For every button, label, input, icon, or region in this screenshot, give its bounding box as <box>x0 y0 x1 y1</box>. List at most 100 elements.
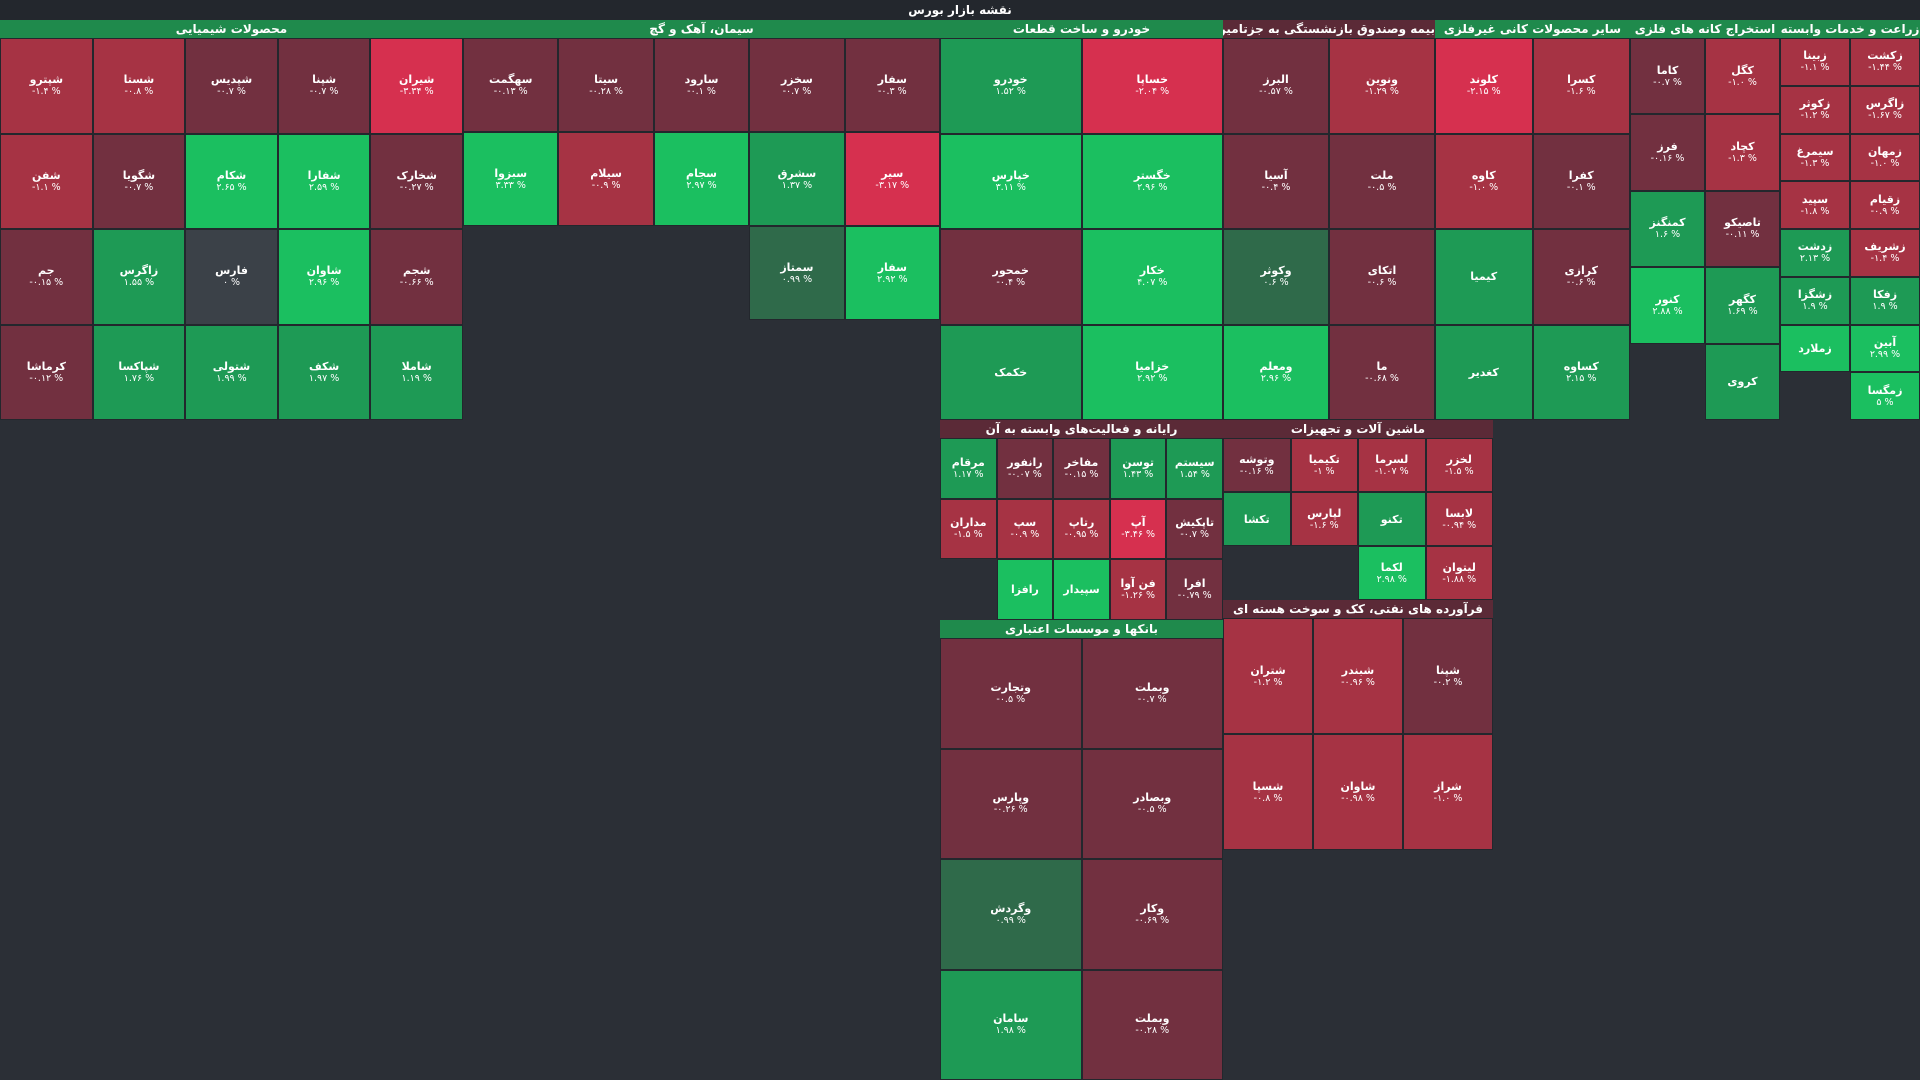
stock-tile[interactable]: کمنگنز ۱.۶ % <box>1630 190 1705 268</box>
stock-tile[interactable]: زکشت -۱.۴۴ % <box>1850 38 1920 86</box>
stock-tile[interactable]: وتوشه -۰.۱۶ % <box>1223 438 1291 492</box>
stock-tile[interactable]: زمگسا ۵ % <box>1850 372 1920 420</box>
stock-tile[interactable]: زدشت ۲.۱۳ % <box>1780 229 1850 277</box>
stock-tile[interactable]: شپنا -۰.۲ % <box>1403 618 1493 734</box>
stock-tile[interactable]: خزامیا ۲.۹۲ % <box>1081 324 1223 420</box>
stock-tile[interactable]: فرز -۰.۱۶ % <box>1630 114 1705 191</box>
stock-tile[interactable]: کلوند -۲.۱۵ % <box>1435 38 1533 134</box>
stock-tile[interactable]: شپنا -۰.۷ % <box>277 38 371 134</box>
stock-tile[interactable]: لخزر -۱.۵ % <box>1425 438 1493 492</box>
stock-tile[interactable]: وبملت -۰.۷ % <box>1081 638 1223 749</box>
stock-tile[interactable]: کروی <box>1705 343 1780 420</box>
stock-tile[interactable]: تکیمیا -۱ % <box>1290 438 1358 492</box>
stock-tile[interactable]: شفن -۱.۱ % <box>0 133 93 229</box>
stock-tile[interactable]: شاوان -۰.۹۸ % <box>1313 734 1403 850</box>
stock-tile[interactable]: شراز -۱.۰ % <box>1403 734 1493 850</box>
stock-tile[interactable]: زاگرس -۱.۶۷ % <box>1850 85 1920 134</box>
stock-tile[interactable]: لیتوان -۱.۸۸ % <box>1425 546 1493 600</box>
stock-tile[interactable]: سشرق ۱.۳۷ % <box>749 132 845 226</box>
stock-tile[interactable]: تکنو <box>1358 492 1426 546</box>
stock-tile[interactable]: کغدیر <box>1435 324 1533 420</box>
stock-tile[interactable]: کفرا -۰.۱ % <box>1532 133 1630 229</box>
stock-tile[interactable]: کیمیا <box>1435 229 1533 325</box>
stock-tile[interactable]: زاگرس ۱.۵۵ % <box>92 229 186 325</box>
stock-tile[interactable]: شخارک -۰.۲۷ % <box>370 133 463 229</box>
stock-tile[interactable]: شگویا -۰.۷ % <box>92 133 186 229</box>
stock-tile[interactable]: وتجارت -۰.۵ % <box>940 638 1082 749</box>
stock-tile[interactable]: سیستم ۱.۵۴ % <box>1166 438 1223 499</box>
stock-tile[interactable]: زفکا ۱.۹ % <box>1850 276 1920 325</box>
stock-tile[interactable]: شستا -۰.۸ % <box>92 38 186 134</box>
stock-tile[interactable]: خساپا -۲.۰۴ % <box>1081 38 1223 134</box>
stock-tile[interactable]: سارود -۰.۱ % <box>653 38 750 132</box>
stock-tile[interactable]: شتران -۱.۲ % <box>1223 618 1313 734</box>
stock-tile[interactable]: ملت -۰.۵ % <box>1329 133 1435 229</box>
stock-tile[interactable]: ونوین -۱.۲۹ % <box>1329 38 1435 134</box>
stock-tile[interactable]: زبینا -۱.۱ % <box>1780 38 1850 86</box>
stock-tile[interactable]: سبزوا ۳.۳۳ % <box>463 132 559 226</box>
stock-tile[interactable]: ومعلم ۲.۹۶ % <box>1223 324 1329 420</box>
stock-tile[interactable]: شپاکسا ۱.۷۶ % <box>92 324 186 420</box>
stock-tile[interactable]: شجم -۰.۶۶ % <box>370 229 463 325</box>
stock-tile[interactable]: لکما ۲.۹۸ % <box>1358 546 1426 600</box>
stock-tile[interactable]: کرماشا -۰.۱۲ % <box>0 324 93 420</box>
stock-tile[interactable]: فارس ۰ % <box>185 229 278 325</box>
stock-tile[interactable]: رافزا <box>996 559 1054 620</box>
stock-tile[interactable]: کنور ۲.۸۸ % <box>1630 267 1705 344</box>
stock-tile[interactable]: سفار -۰.۳ % <box>844 38 940 132</box>
stock-tile[interactable]: کگهر ۱.۶۹ % <box>1705 267 1780 344</box>
stock-tile[interactable]: کچاد -۱.۳ % <box>1705 114 1780 191</box>
stock-tile[interactable]: آسیا -۰.۴ % <box>1223 133 1329 229</box>
stock-tile[interactable]: کگل -۱.۰ % <box>1705 38 1780 115</box>
stock-tile[interactable]: شاوان ۲.۹۶ % <box>277 229 371 325</box>
stock-tile[interactable]: شکام ۲.۶۵ % <box>185 133 278 229</box>
stock-tile[interactable]: سخزر -۰.۷ % <box>749 38 845 132</box>
stock-tile[interactable]: خودرو ۱.۵۲ % <box>940 38 1082 134</box>
stock-tile[interactable]: سیتا -۰.۲۸ % <box>558 38 654 132</box>
stock-tile[interactable]: وپارس -۰.۲۶ % <box>940 748 1082 859</box>
stock-tile[interactable]: خمحور -۰.۴ % <box>940 229 1082 325</box>
stock-tile[interactable]: اتکای -۰.۶ % <box>1329 229 1435 325</box>
stock-tile[interactable]: سهگمت -۰.۱۳ % <box>463 38 559 132</box>
stock-tile[interactable]: رتاپ -۰.۹۵ % <box>1053 498 1110 560</box>
stock-tile[interactable]: شکف ۱.۹۷ % <box>277 324 371 420</box>
stock-tile[interactable]: کاما -۰.۷ % <box>1630 38 1705 115</box>
stock-tile[interactable]: وکوثر ۰.۶ % <box>1223 229 1329 325</box>
stock-tile[interactable]: سفار ۲.۹۲ % <box>844 226 940 320</box>
stock-tile[interactable]: وگردش ۰.۹۹ % <box>940 859 1082 970</box>
stock-tile[interactable]: شفارا ۲.۵۹ % <box>277 133 371 229</box>
stock-tile[interactable]: خکمک <box>940 324 1082 420</box>
stock-tile[interactable]: آبین ۲.۹۹ % <box>1850 324 1920 373</box>
stock-tile[interactable]: شاملا ۱.۱۹ % <box>370 324 463 420</box>
stock-tile[interactable]: مداران -۱.۵ % <box>940 498 997 560</box>
stock-tile[interactable]: سیلام -۰.۹ % <box>558 132 654 226</box>
stock-tile[interactable]: افرا -۰.۷۹ % <box>1166 559 1223 620</box>
stock-tile[interactable]: شتولی ۱.۹۹ % <box>185 324 278 420</box>
stock-tile[interactable]: شیران -۳.۳۴ % <box>370 38 463 134</box>
stock-tile[interactable]: وکار -۰.۶۹ % <box>1081 859 1223 970</box>
stock-tile[interactable]: رانفور -۰.۰۷ % <box>996 438 1054 499</box>
stock-tile[interactable]: خگستر ۲.۹۶ % <box>1081 133 1223 229</box>
stock-tile[interactable]: فن آوا -۱.۲۶ % <box>1109 559 1167 620</box>
stock-tile[interactable]: تاپکیش -۰.۷ % <box>1166 498 1223 560</box>
stock-tile[interactable]: زملارد <box>1780 324 1850 373</box>
stock-tile[interactable]: سجام ۲.۹۷ % <box>653 132 750 226</box>
stock-tile[interactable]: سپیدار <box>1053 559 1110 620</box>
stock-tile[interactable]: آپ -۳.۴۶ % <box>1109 498 1167 560</box>
stock-tile[interactable]: لپارس -۱.۶ % <box>1290 492 1358 546</box>
stock-tile[interactable]: تاصیکو -۰.۱۱ % <box>1705 190 1780 268</box>
stock-tile[interactable]: کاوه -۱.۰ % <box>1435 133 1533 229</box>
stock-tile[interactable]: زمهان -۱.۰ % <box>1850 133 1920 182</box>
stock-tile[interactable]: شسپا -۰.۸ % <box>1223 734 1313 850</box>
stock-tile[interactable]: مرقام ۱.۱۷ % <box>940 438 997 499</box>
stock-tile[interactable]: کرازی -۰.۶ % <box>1532 229 1630 325</box>
stock-tile[interactable]: البرز -۰.۵۷ % <box>1223 38 1329 134</box>
stock-tile[interactable]: جم -۰.۱۵ % <box>0 229 93 325</box>
stock-tile[interactable]: سپ -۰.۹ % <box>996 498 1054 560</box>
stock-tile[interactable]: زکوثر -۱.۲ % <box>1780 85 1850 134</box>
stock-tile[interactable]: سپید -۱.۸ % <box>1780 181 1850 229</box>
stock-tile[interactable]: سامان ۱.۹۸ % <box>940 969 1082 1080</box>
stock-tile[interactable]: مفاخر -۰.۱۵ % <box>1053 438 1110 499</box>
stock-tile[interactable]: سمتاز ۰.۹۹ % <box>749 226 845 320</box>
stock-tile[interactable]: سیر -۳.۱۷ % <box>844 132 940 226</box>
